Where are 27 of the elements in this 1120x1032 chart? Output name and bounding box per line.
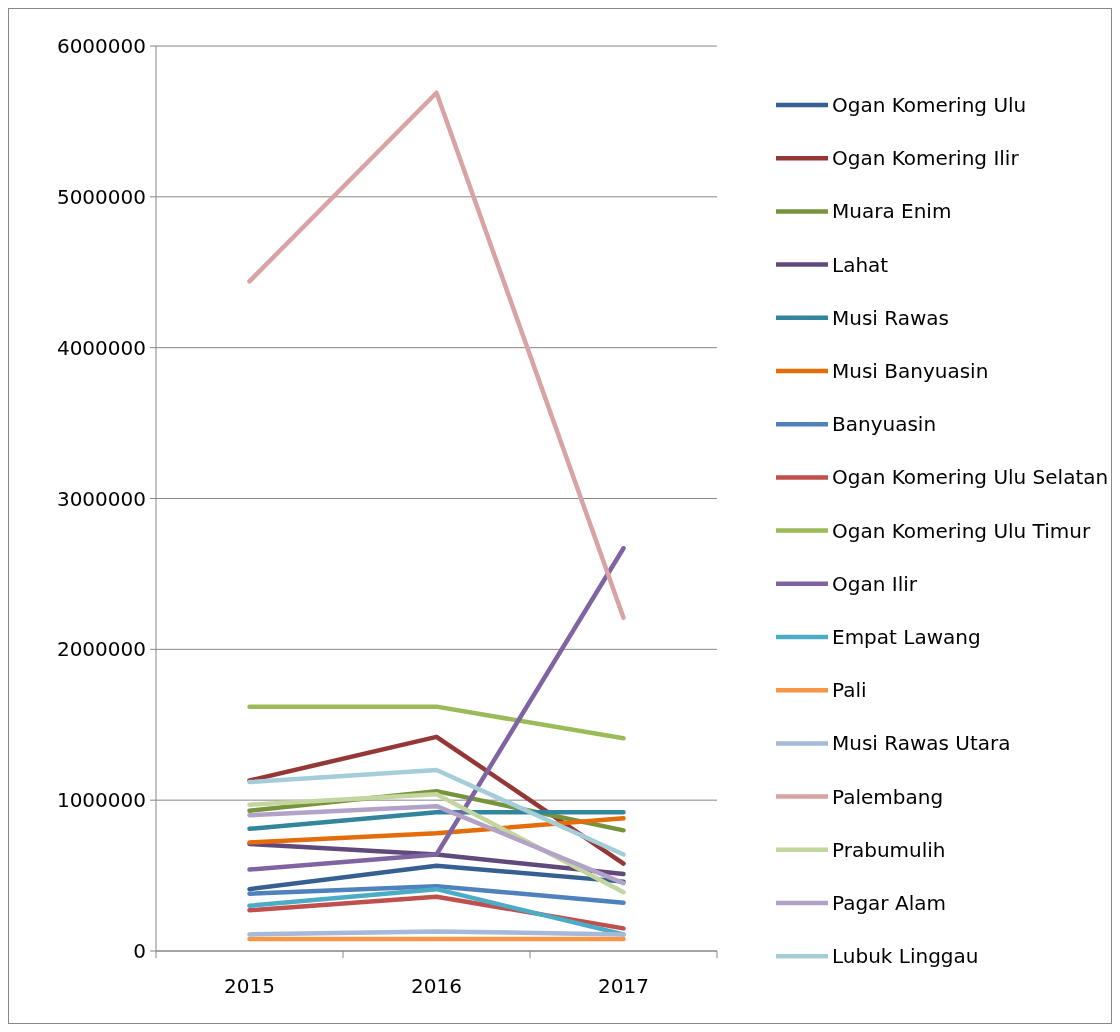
y-tick-label: 6000000: [56, 34, 146, 58]
legend-label: Pagar Alam: [832, 891, 946, 915]
y-tick-label: 2000000: [56, 637, 146, 662]
legend-label: Muara Enim: [832, 199, 952, 224]
legend-label: Ogan Komering Ulu Timur: [832, 518, 1091, 543]
legend-label: Banyuasin: [832, 412, 937, 437]
y-tick-label: 1000000: [56, 788, 146, 813]
y-tick-label: 4000000: [56, 335, 146, 360]
y-tick-label: 0: [133, 939, 146, 963]
legend-label: Ogan Komering Ulu Selatan: [832, 465, 1109, 490]
legend-label: Musi Rawas Utara: [832, 731, 1011, 756]
legend-label: Ogan Komering Ulu: [832, 93, 1027, 117]
legend-label: Prabumulih: [832, 837, 946, 862]
x-tick-label: 2015: [224, 974, 275, 998]
legend-label: Musi Rawas: [832, 305, 950, 330]
legend-label: Musi Banyuasin: [832, 359, 989, 383]
legend-label: Ogan Komering Ilir: [832, 146, 1020, 171]
legend-label: Pali: [832, 678, 867, 703]
x-tick-label: 2017: [598, 974, 649, 998]
legend-label: Empat Lawang: [832, 625, 981, 649]
legend-label: Palembang: [832, 784, 944, 809]
y-tick-label: 3000000: [56, 486, 146, 511]
x-tick-label: 2016: [411, 974, 462, 998]
legend-label: Ogan Ilir: [832, 571, 918, 596]
legend-label: Lahat: [832, 252, 889, 277]
legend-label: Lubuk Linggau: [832, 944, 979, 969]
y-tick-label: 5000000: [56, 184, 146, 209]
